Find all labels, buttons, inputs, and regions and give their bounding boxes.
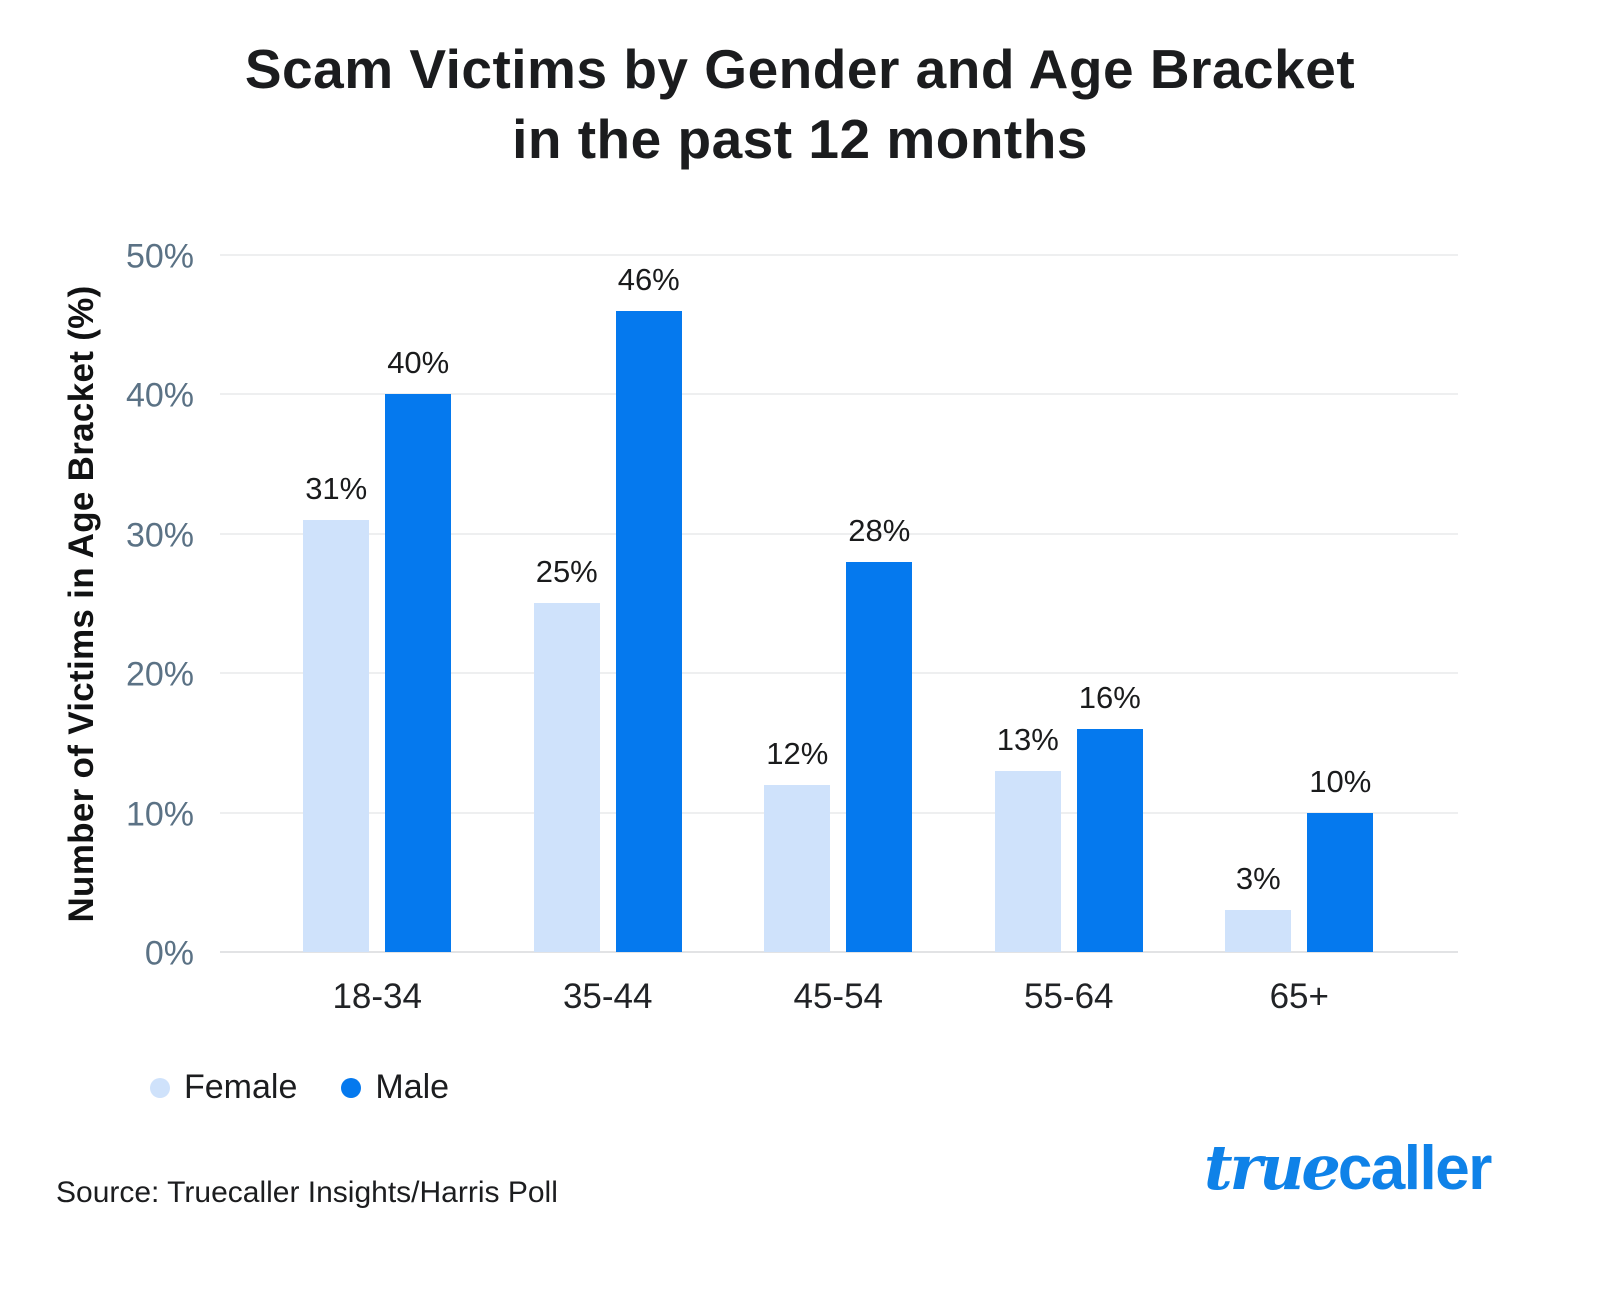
bar-column-male-65+: 10% [1307,764,1374,952]
x-tick-label-55-64: 55-64 [1024,977,1114,1016]
bar-column-female-45-54: 12% [764,736,831,952]
female-legend-dot-icon [150,1077,170,1098]
chart-title: Scam Victims by Gender and Age Bracket i… [0,34,1600,175]
x-tick-label-65+: 65+ [1269,977,1329,1016]
x-tick-label-35-44: 35-44 [562,977,653,1016]
data-label-male-55-64: 16% [1078,680,1141,715]
bar-group-45-54: 12% 28% [764,513,913,952]
legend: Female Male [150,1068,449,1107]
y-tick-label-30: 30% [125,516,194,555]
source-attribution: Source: Truecaller Insights/Harris Poll [56,1176,558,1209]
x-tick-label-18-34: 18-34 [332,977,422,1016]
gridline-30 [220,532,1458,535]
bar-group-35-44: 25% 46% [533,262,682,952]
bar-male-55-64 [1076,729,1143,952]
bar-group-55-64: 13% 16% [994,680,1143,952]
gridline-20 [220,672,1458,675]
chart-title-line-1: Scam Victims by Gender and Age Bracket [244,38,1356,100]
truecaller-logo: truecaller [1204,1131,1493,1204]
data-label-female-65+: 3% [1235,861,1281,896]
truecaller-logo-caller: caller [1337,1134,1493,1203]
data-label-male-18-34: 40% [387,345,450,380]
y-tick-label-10: 10% [125,795,194,834]
data-label-female-45-54: 12% [766,736,829,771]
gridline-10 [220,811,1458,814]
bar-group-18-34: 31% 40% [303,345,452,952]
bar-column-male-45-54: 28% [846,513,913,952]
data-label-male-65+: 10% [1309,764,1372,799]
bar-male-45-54 [846,562,913,952]
bar-male-18-34 [385,394,452,952]
y-tick-label-0: 0% [144,934,194,973]
legend-label-male: Male [375,1068,450,1106]
x-tick-label-45-54: 45-54 [793,977,884,1016]
bar-female-35-44 [533,603,600,952]
gridline-0 [220,951,1458,953]
y-tick-label-50: 50% [125,237,194,276]
bar-column-female-35-44: 25% [533,554,600,952]
bar-female-18-34 [303,520,370,952]
bar-column-male-35-44: 46% [615,262,682,952]
gridline-50 [220,254,1458,256]
bar-group-65+: 3% 10% [1225,764,1374,952]
bar-column-female-18-34: 31% [303,471,370,952]
data-label-female-55-64: 13% [996,722,1059,757]
bar-column-female-55-64: 13% [994,722,1061,952]
legend-item-male: Male [341,1068,449,1107]
bar-female-45-54 [764,785,831,952]
legend-item-female: Female [150,1068,297,1107]
bar-column-male-55-64: 16% [1076,680,1143,952]
plot-area: 0% 10% 20% 30% 40% 50% 31% 40% 18-34 25% 46% 35-44 1… [126,238,1458,1016]
data-label-female-35-44: 25% [535,554,598,589]
legend-label-female: Female [184,1068,298,1106]
bar-female-65+ [1225,910,1292,952]
data-label-male-45-54: 28% [848,513,911,548]
chart-title-line-2: in the past 12 months [512,108,1088,171]
bar-male-35-44 [615,311,682,952]
bar-male-65+ [1307,813,1374,952]
bar-column-female-65+: 3% [1225,861,1292,952]
gridline-40 [220,393,1458,396]
y-tick-label-20: 20% [125,655,194,694]
male-legend-dot-icon [341,1077,362,1098]
data-label-female-18-34: 31% [305,471,368,506]
bar-column-male-18-34: 40% [385,345,452,952]
data-label-male-35-44: 46% [617,262,680,297]
truecaller-logo-true: true [1204,1131,1341,1204]
y-axis-title: Number of Victims in Age Bracket (%) [62,285,101,923]
bar-female-55-64 [994,771,1061,952]
y-tick-label-40: 40% [125,376,194,415]
